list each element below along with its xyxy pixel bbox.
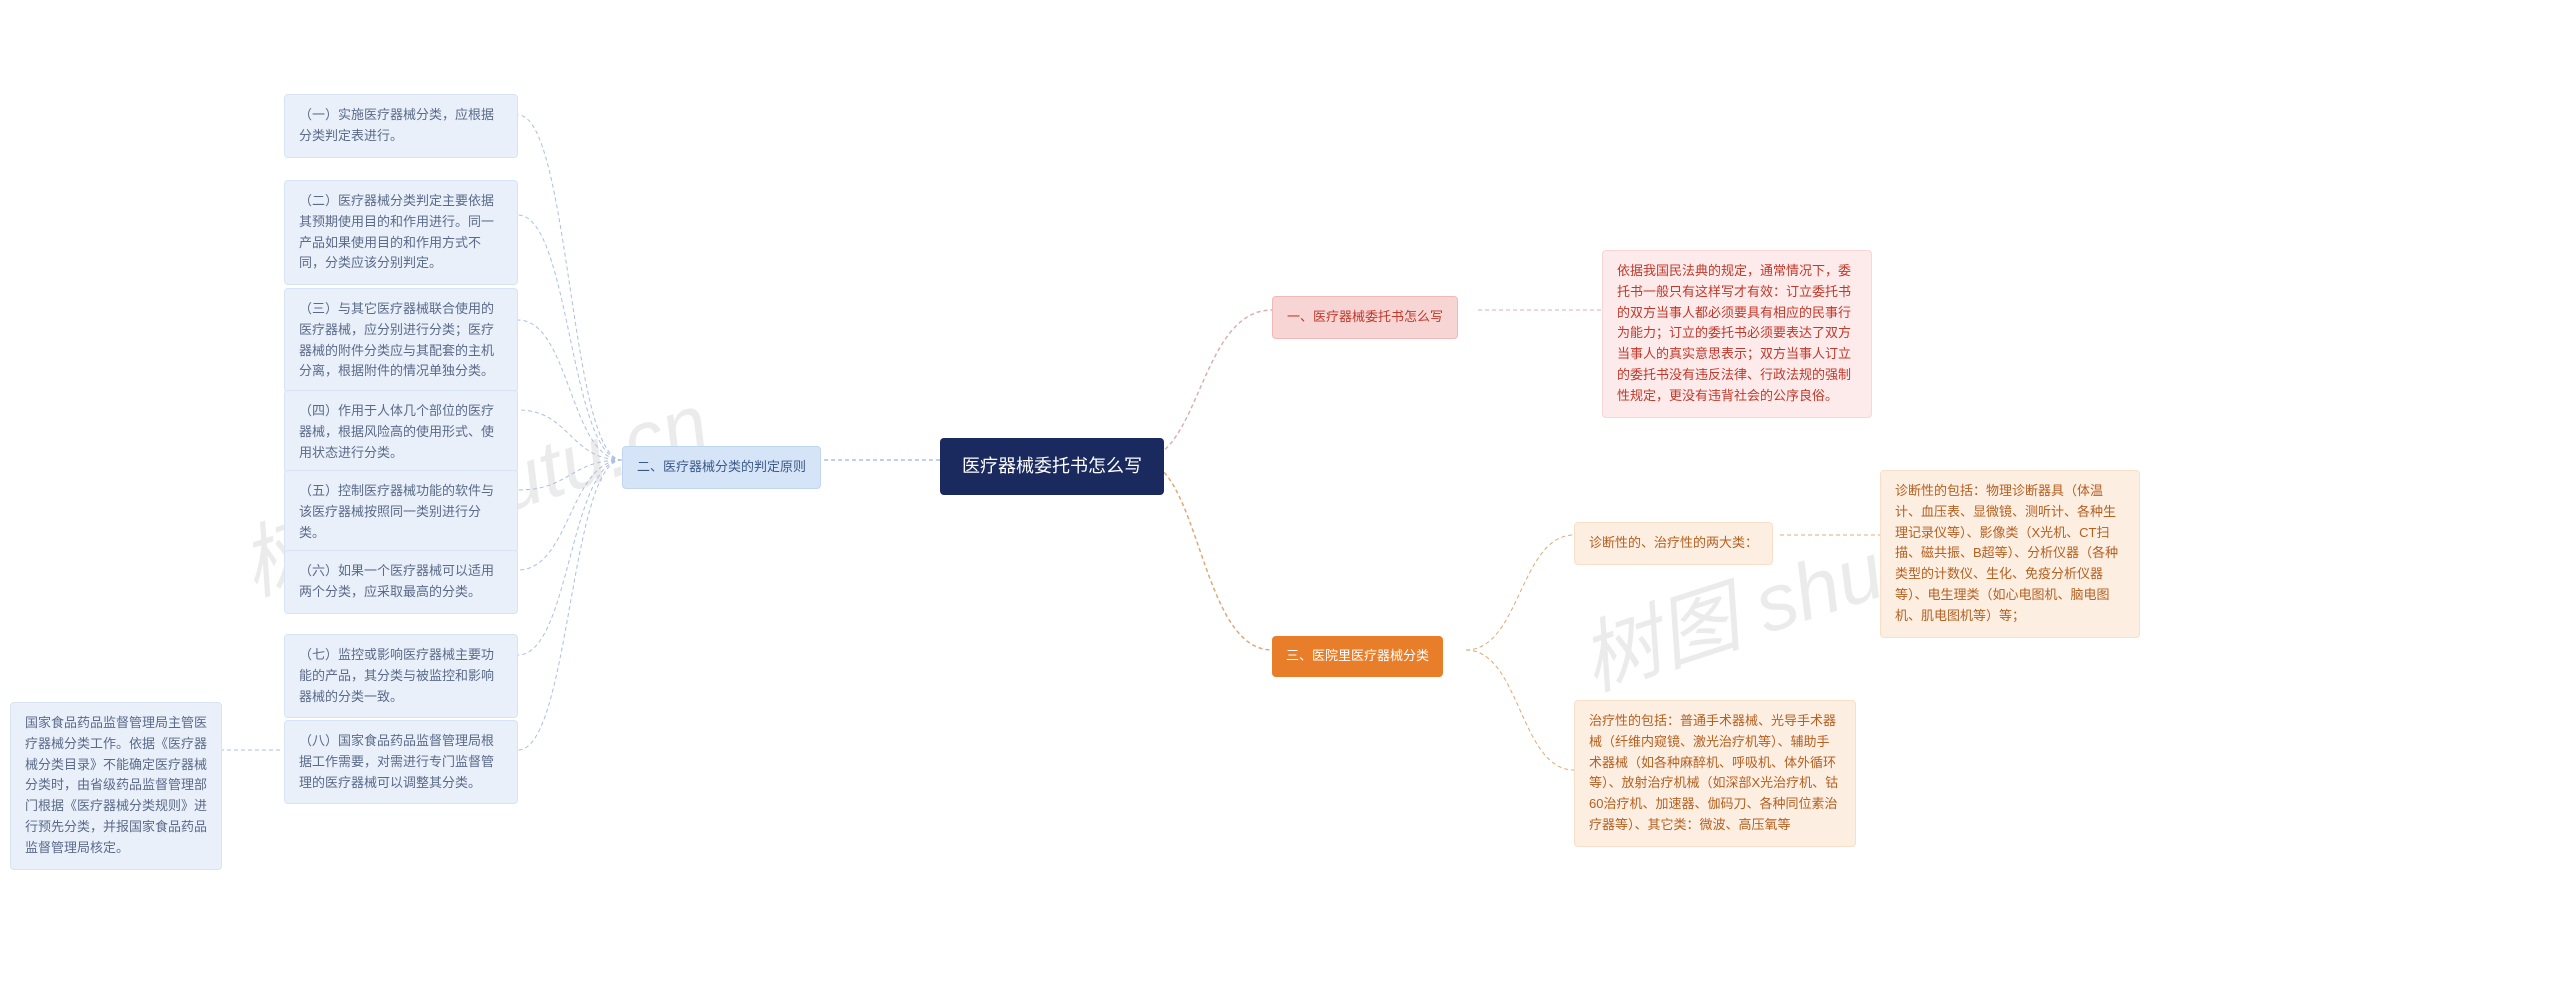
branch-2-leaf-8: （八）国家食品药品监督管理局根据工作需要，对需进行专门监督管理的医疗器械可以调整… [284, 720, 518, 804]
branch-2-leaf-7: （七）监控或影响医疗器械主要功能的产品，其分类与被监控和影响器械的分类一致。 [284, 634, 518, 718]
branch-2-extra: 国家食品药品监督管理局主管医疗器械分类工作。依据《医疗器械分类目录》不能确定医疗… [10, 702, 222, 870]
branch-3-sub: 诊断性的、治疗性的两大类： [1574, 522, 1773, 565]
branch-2-leaf-4: （四）作用于人体几个部位的医疗器械，根据风险高的使用形式、使用状态进行分类。 [284, 390, 518, 474]
branch-2-leaf-6: （六）如果一个医疗器械可以适用两个分类，应采取最高的分类。 [284, 550, 518, 614]
branch-1-leaf: 依据我国民法典的规定，通常情况下，委托书一般只有这样写才有效：订立委托书的双方当… [1602, 250, 1872, 418]
branch-3-sub-leaf: 诊断性的包括：物理诊断器具（体温计、血压表、显微镜、测听计、各种生理记录仪等）、… [1880, 470, 2140, 638]
branch-1: 一、医疗器械委托书怎么写 [1272, 296, 1458, 339]
branch-2-leaf-1: （一）实施医疗器械分类，应根据分类判定表进行。 [284, 94, 518, 158]
branch-3-leaf: 治疗性的包括：普通手术器械、光导手术器械（纤维内窥镜、激光治疗机等）、辅助手术器… [1574, 700, 1856, 847]
branch-2-leaf-3: （三）与其它医疗器械联合使用的医疗器械，应分别进行分类；医疗器械的附件分类应与其… [284, 288, 518, 393]
branch-3: 三、医院里医疗器械分类 [1272, 636, 1443, 677]
branch-2-leaf-5: （五）控制医疗器械功能的软件与该医疗器械按照同一类别进行分类。 [284, 470, 518, 554]
branch-2: 二、医疗器械分类的判定原则 [622, 446, 821, 489]
branch-2-leaf-2: （二）医疗器械分类判定主要依据其预期使用目的和作用进行。同一产品如果使用目的和作… [284, 180, 518, 285]
root-node: 医疗器械委托书怎么写 [940, 438, 1164, 495]
